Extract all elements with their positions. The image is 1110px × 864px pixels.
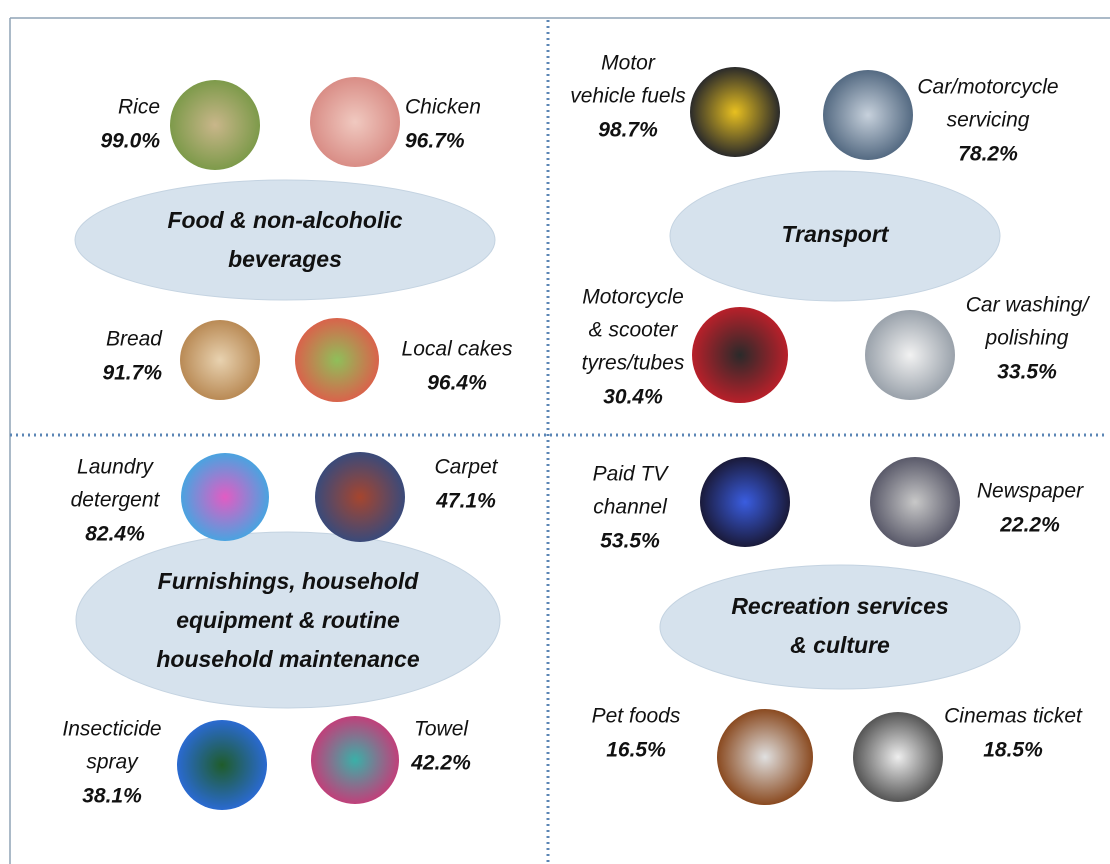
item-photo xyxy=(853,712,943,802)
item-label: Newspaper xyxy=(977,480,1084,503)
item-value: 47.1% xyxy=(435,490,496,513)
category-title: beverages xyxy=(228,246,342,272)
item-value: 33.5% xyxy=(997,361,1057,384)
item-value: 82.4% xyxy=(85,523,145,546)
item-value: 18.5% xyxy=(983,739,1043,762)
item-label: tyres/tubes xyxy=(582,352,685,375)
item-photo xyxy=(311,716,399,804)
item-photo xyxy=(700,457,790,547)
item-value: 78.2% xyxy=(958,143,1018,166)
item-label: Pet foods xyxy=(592,705,681,728)
category-ellipse xyxy=(660,565,1020,689)
category-ellipse xyxy=(75,180,495,300)
item-label: Chicken xyxy=(405,96,481,119)
item-label: Insecticide xyxy=(62,718,161,741)
item-photo xyxy=(823,70,913,160)
item-label: polishing xyxy=(985,327,1069,350)
item-label: Carpet xyxy=(434,456,498,479)
infographic: Food & non-alcoholic beverages Rice 99.0% Ch… xyxy=(0,0,1110,864)
item-photo xyxy=(170,80,260,170)
item-photo xyxy=(870,457,960,547)
item-value: 16.5% xyxy=(606,739,666,762)
category-title: equipment & routine xyxy=(176,607,400,633)
item-label: & scooter xyxy=(589,319,679,342)
item-photo xyxy=(315,452,405,542)
item-label: Bread xyxy=(106,328,163,351)
item-label: Laundry xyxy=(77,456,154,479)
item-photo xyxy=(717,709,813,805)
item-label: Cinemas ticket xyxy=(944,705,1083,728)
category-title: & culture xyxy=(790,632,890,658)
item-label: channel xyxy=(593,496,668,519)
item-photo xyxy=(690,67,780,157)
item-value: 38.1% xyxy=(82,785,142,808)
item-label: Towel xyxy=(414,718,469,741)
item-photo xyxy=(310,77,400,167)
item-label: Local cakes xyxy=(402,338,513,361)
item-label: Rice xyxy=(118,96,160,119)
item-photo xyxy=(177,720,267,810)
item-value: 96.4% xyxy=(427,372,487,395)
item-label: vehicle fuels xyxy=(570,85,686,108)
item-photo xyxy=(692,307,788,403)
category-title: Furnishings, household xyxy=(158,568,420,594)
item-label: detergent xyxy=(71,489,161,512)
category-title: Recreation services xyxy=(731,593,948,619)
item-label: servicing xyxy=(947,109,1030,132)
page: Food & non-alcoholic beverages Rice 99.0% Ch… xyxy=(0,0,1110,864)
item-label: Motorcycle xyxy=(582,286,684,309)
item-photo xyxy=(181,453,269,541)
category-title: Food & non-alcoholic xyxy=(167,207,402,233)
item-value: 22.2% xyxy=(999,514,1060,537)
item-value: 96.7% xyxy=(405,130,465,153)
item-label: Car washing/ xyxy=(966,294,1091,317)
item-photo xyxy=(180,320,260,400)
category-title: Transport xyxy=(782,221,890,247)
item-value: 99.0% xyxy=(100,130,160,153)
item-value: 98.7% xyxy=(598,119,658,142)
item-label: Motor xyxy=(601,52,656,75)
item-photo xyxy=(295,318,379,402)
item-label: spray xyxy=(86,751,139,774)
item-value: 53.5% xyxy=(600,530,660,553)
item-label: Paid TV xyxy=(593,463,670,486)
category-title: household maintenance xyxy=(156,646,419,672)
item-value: 30.4% xyxy=(603,386,663,409)
item-photo xyxy=(865,310,955,400)
item-value: 42.2% xyxy=(410,752,471,775)
item-label: Car/motorcycle xyxy=(917,76,1058,99)
item-value: 91.7% xyxy=(102,362,162,385)
